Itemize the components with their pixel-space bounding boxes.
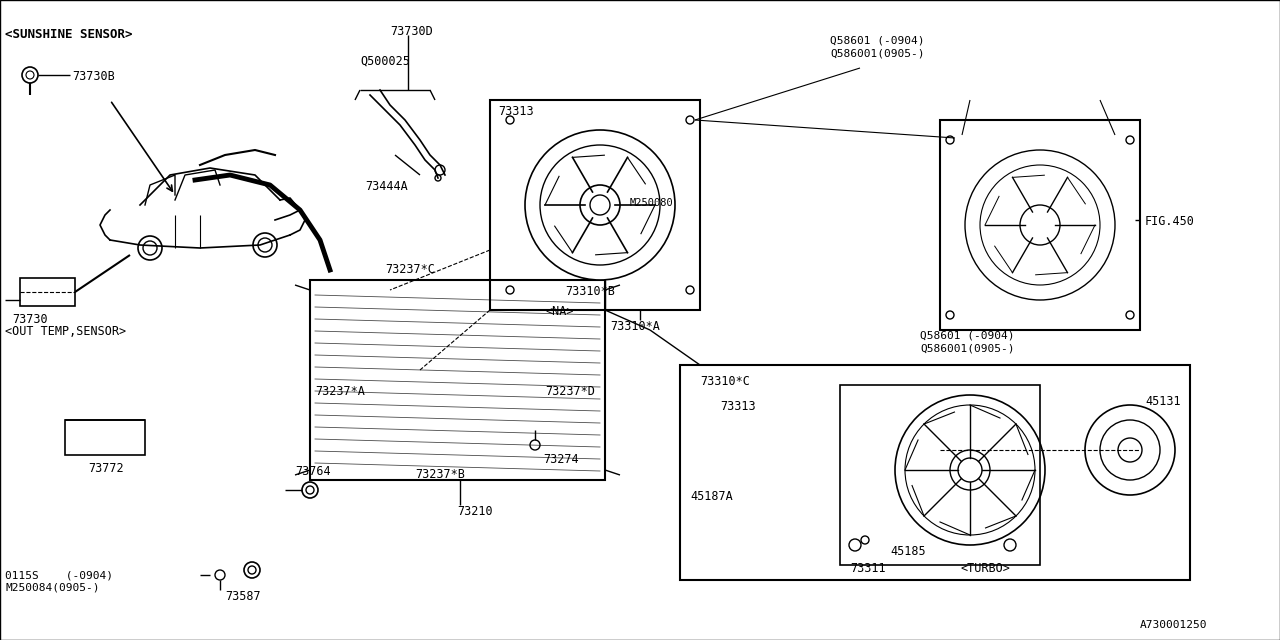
Text: 45185: 45185 bbox=[890, 545, 925, 558]
Circle shape bbox=[950, 450, 989, 490]
Bar bbox=[840, 385, 1039, 565]
Circle shape bbox=[1126, 136, 1134, 144]
Bar bbox=[310, 280, 605, 480]
Circle shape bbox=[244, 562, 260, 578]
Circle shape bbox=[259, 238, 273, 252]
Circle shape bbox=[686, 116, 694, 124]
Circle shape bbox=[849, 539, 861, 551]
Bar bbox=[680, 365, 1190, 580]
Text: 73313: 73313 bbox=[498, 105, 534, 118]
Text: 73730D: 73730D bbox=[390, 25, 433, 38]
Text: 73237*A: 73237*A bbox=[315, 385, 365, 398]
Text: 73730B: 73730B bbox=[72, 70, 115, 83]
Text: 45131: 45131 bbox=[1146, 395, 1180, 408]
Circle shape bbox=[946, 311, 954, 319]
Text: 73730: 73730 bbox=[12, 313, 47, 326]
Circle shape bbox=[435, 165, 445, 175]
Bar bbox=[490, 100, 700, 310]
Circle shape bbox=[525, 130, 675, 280]
Text: 73313: 73313 bbox=[721, 400, 755, 413]
Text: 73310*B: 73310*B bbox=[564, 285, 614, 298]
Circle shape bbox=[957, 458, 982, 482]
Text: 73237*B: 73237*B bbox=[415, 468, 465, 481]
Circle shape bbox=[1117, 438, 1142, 462]
Text: 73772: 73772 bbox=[88, 462, 124, 475]
Circle shape bbox=[861, 536, 869, 544]
Bar bbox=[20, 278, 76, 306]
Text: Q586001(0905-): Q586001(0905-) bbox=[829, 48, 924, 58]
Text: 73310*C: 73310*C bbox=[700, 375, 750, 388]
Circle shape bbox=[1085, 405, 1175, 495]
Text: 73311: 73311 bbox=[850, 562, 886, 575]
Text: A730001250: A730001250 bbox=[1140, 620, 1207, 630]
Text: 73587: 73587 bbox=[225, 590, 261, 603]
Circle shape bbox=[980, 165, 1100, 285]
Circle shape bbox=[946, 136, 954, 144]
Text: Q58601 (-0904): Q58601 (-0904) bbox=[829, 35, 924, 45]
Text: 73764: 73764 bbox=[294, 465, 330, 478]
Circle shape bbox=[965, 150, 1115, 300]
Text: M250084(0905-): M250084(0905-) bbox=[5, 583, 100, 593]
Text: 0115S    (-0904): 0115S (-0904) bbox=[5, 570, 113, 580]
Text: 45187A: 45187A bbox=[690, 490, 732, 503]
Circle shape bbox=[22, 67, 38, 83]
Text: <TURBO>: <TURBO> bbox=[960, 562, 1010, 575]
Circle shape bbox=[138, 236, 163, 260]
Circle shape bbox=[1004, 539, 1016, 551]
Circle shape bbox=[540, 145, 660, 265]
Text: 73237*D: 73237*D bbox=[545, 385, 595, 398]
Circle shape bbox=[143, 241, 157, 255]
Circle shape bbox=[506, 286, 515, 294]
Text: 73444A: 73444A bbox=[365, 180, 408, 193]
Circle shape bbox=[306, 486, 314, 494]
Circle shape bbox=[253, 233, 276, 257]
Text: 73310*A: 73310*A bbox=[611, 320, 660, 333]
Text: 73237*C: 73237*C bbox=[385, 263, 435, 276]
Circle shape bbox=[215, 570, 225, 580]
Circle shape bbox=[435, 175, 442, 181]
Circle shape bbox=[1100, 420, 1160, 480]
Circle shape bbox=[590, 195, 611, 215]
Text: FIG.450: FIG.450 bbox=[1146, 215, 1194, 228]
Text: <SUNSHINE SENSOR>: <SUNSHINE SENSOR> bbox=[5, 28, 133, 41]
Circle shape bbox=[580, 185, 620, 225]
Circle shape bbox=[530, 440, 540, 450]
Circle shape bbox=[506, 116, 515, 124]
Text: Q500025: Q500025 bbox=[360, 55, 410, 68]
Circle shape bbox=[1020, 205, 1060, 245]
Circle shape bbox=[26, 71, 35, 79]
Bar bbox=[940, 120, 1140, 330]
Bar bbox=[65, 420, 145, 455]
Text: M250080: M250080 bbox=[630, 198, 673, 208]
Circle shape bbox=[1126, 311, 1134, 319]
Text: <NA>: <NA> bbox=[545, 305, 573, 318]
Text: Q58601 (-0904): Q58601 (-0904) bbox=[920, 330, 1015, 340]
Text: Q586001(0905-): Q586001(0905-) bbox=[920, 343, 1015, 353]
Text: 73210: 73210 bbox=[457, 505, 493, 518]
Text: <OUT TEMP,SENSOR>: <OUT TEMP,SENSOR> bbox=[5, 325, 127, 338]
Circle shape bbox=[686, 286, 694, 294]
Text: 73274: 73274 bbox=[543, 453, 579, 466]
Circle shape bbox=[248, 566, 256, 574]
Circle shape bbox=[895, 395, 1044, 545]
Circle shape bbox=[905, 405, 1036, 535]
Circle shape bbox=[302, 482, 317, 498]
